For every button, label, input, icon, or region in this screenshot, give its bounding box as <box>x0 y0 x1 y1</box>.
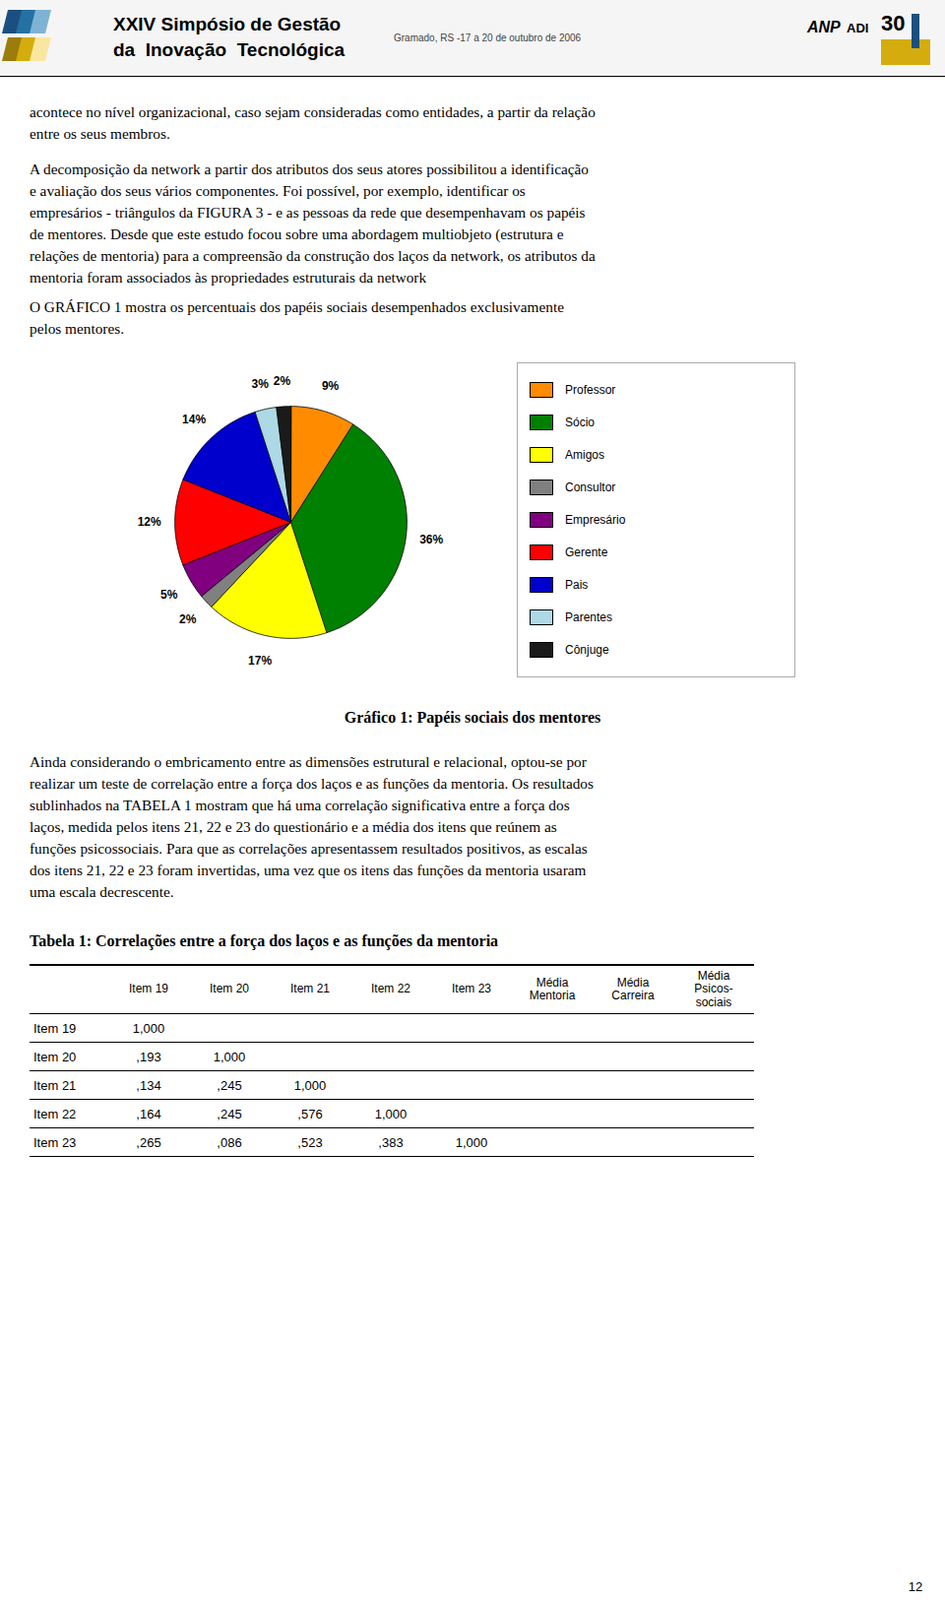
html-text:Item 23: Item 23 <box>33 1134 77 1150</box>
html-text:Gramado, RS -17 a 20 de outubr: Gramado, RS -17 a 20 de outubro de 2006 <box>393 32 581 44</box>
html-text:,193: ,193 <box>136 1048 162 1064</box>
html-text:funções psicossociais. Para qu: funções psicossociais. Para que as corre… <box>29 839 588 857</box>
html-text:Média Psicos- sociais: Média Psicos- sociais <box>694 968 734 1009</box>
html-text:,245: ,245 <box>216 1077 242 1093</box>
svg-text:12%: 12% <box>137 514 162 529</box>
svg-text:3%: 3% <box>251 377 269 391</box>
html-text:Item 19: Item 19 <box>128 981 169 996</box>
html-text:Parentes: Parentes <box>565 610 613 625</box>
svg-text:14%: 14% <box>182 412 206 427</box>
html-text:XXIV Simpósio de Gestão: XXIV Simpósio de Gestão <box>113 13 341 35</box>
svg-text:36%: 36% <box>419 532 443 547</box>
html-text:1,000: 1,000 <box>455 1134 488 1150</box>
svg-text:2%: 2% <box>273 374 292 388</box>
html-text:Item 22: Item 22 <box>33 1105 77 1121</box>
html-text:1,000: 1,000 <box>374 1105 407 1121</box>
html-text:,576: ,576 <box>297 1105 323 1121</box>
html-text:laços, medida pelos itens 21,: laços, medida pelos itens 21, 22 e 23 do… <box>29 818 557 835</box>
html-text:Item 21: Item 21 <box>290 981 330 996</box>
svg-text:2%: 2% <box>179 612 197 627</box>
html-text:relações de mentoria) para a c: relações de mentoria) para a compreensão… <box>29 247 596 264</box>
html-text:mentoria foram associados às p: mentoria foram associados às propriedade… <box>29 268 427 286</box>
html-text:,134: ,134 <box>136 1077 162 1093</box>
html-text:Pais: Pais <box>565 578 588 592</box>
html-text:Ainda considerando o embricame: Ainda considerando o embricamento entre … <box>29 753 587 770</box>
html-text:Item 23: Item 23 <box>451 981 492 996</box>
html-text:Consultor: Consultor <box>565 480 616 495</box>
html-text:entre os seus membros.: entre os seus membros. <box>29 125 171 142</box>
html-text:Item 19: Item 19 <box>33 1020 77 1036</box>
html-text:1,000: 1,000 <box>132 1020 165 1036</box>
html-text:,245: ,245 <box>216 1105 242 1121</box>
html-text:,383: ,383 <box>378 1134 404 1150</box>
html-text:empresários - triângulos da FI: empresários - triângulos da FIGURA 3 - e… <box>29 203 586 221</box>
html-text:de mentores. Desde que este es: de mentores. Desde que este estudo focou… <box>29 225 564 243</box>
html-text:,265: ,265 <box>136 1134 162 1150</box>
html-text:Professor: Professor <box>565 382 616 397</box>
html-text:1,000: 1,000 <box>213 1048 246 1064</box>
html-text:Tabela 1: Correlações entre a: Tabela 1: Correlações entre a força dos … <box>29 932 499 949</box>
html-text:1,000: 1,000 <box>294 1077 327 1093</box>
html-text:uma escala decrescente.: uma escala decrescente. <box>29 882 174 900</box>
svg-text:17%: 17% <box>248 653 272 668</box>
html-text:Média Mentoria: Média Mentoria <box>529 975 576 1003</box>
html-text:,164: ,164 <box>136 1105 162 1121</box>
html-text:30: 30 <box>881 10 906 36</box>
html-text:pelos mentores.: pelos mentores. <box>29 319 125 337</box>
html-text:12: 12 <box>908 1578 923 1594</box>
html-text:realizar um teste de correlaçã: realizar um teste de correlação entre a … <box>29 774 594 792</box>
svg-text:9%: 9% <box>321 378 340 393</box>
html-text:O GRÁFICO 1 mostra os percentu: O GRÁFICO 1 mostra os percentuais dos pa… <box>29 298 564 315</box>
html-text:Cônjuge: Cônjuge <box>565 643 610 657</box>
html-text:Amigos: Amigos <box>565 447 605 462</box>
html-text:e avaliação dos seus vários co: e avaliação dos seus vários componentes.… <box>29 182 526 199</box>
html-text:Empresário: Empresário <box>565 512 626 527</box>
html-text:Item 22: Item 22 <box>371 981 411 996</box>
html-text:dos itens 21, 22 e 23 foram in: dos itens 21, 22 e 23 foram invertidas, … <box>29 861 587 879</box>
html-text:ANP ADI: ANP ADI <box>807 18 869 36</box>
html-text:A decomposição da network a pa: A decomposição da network a partir dos a… <box>29 160 589 178</box>
html-text:sublinhados na TABELA 1 mostra: sublinhados na TABELA 1 mostram que há u… <box>29 796 570 814</box>
html-text:acontece no nível organizacion: acontece no nível organizacional, caso s… <box>29 103 596 121</box>
html-text:Média Carreira: Média Carreira <box>611 975 655 1003</box>
html-text:,086: ,086 <box>216 1134 242 1150</box>
html-text:Item 21: Item 21 <box>33 1077 77 1093</box>
html-text:da Inovação Tecnológica: da Inovação Tecnológica <box>113 39 345 61</box>
html-text:Gerente: Gerente <box>565 545 608 560</box>
svg-text:5%: 5% <box>160 587 179 602</box>
html-text:Sócio: Sócio <box>565 415 595 429</box>
html-text:,523: ,523 <box>297 1134 323 1150</box>
html-text:Item 20: Item 20 <box>209 981 250 996</box>
html-text:Gráfico 1: Papéis sociais dos: Gráfico 1: Papéis sociais dos mentores <box>344 708 601 726</box>
html-text:Item 20: Item 20 <box>33 1048 77 1064</box>
